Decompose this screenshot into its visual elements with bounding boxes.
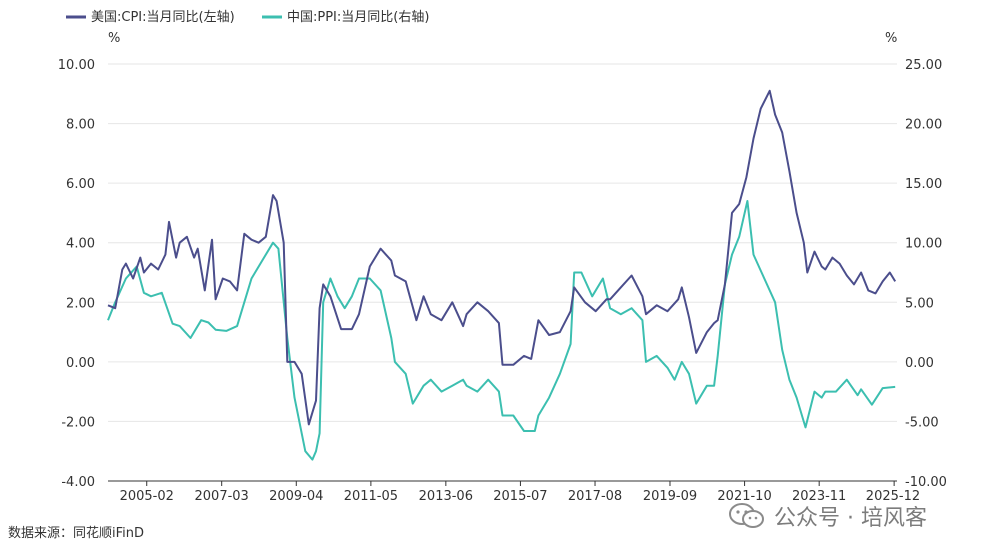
x-tick-label: 2015-07	[493, 489, 547, 504]
legend: 美国:CPI:当月同比(左轴) 中国:PPI:当月同比(右轴)	[66, 10, 429, 25]
left-tick-label: 8.00	[66, 118, 95, 133]
left-tick-label: -4.00	[61, 475, 95, 490]
right-axis-unit: %	[885, 31, 897, 46]
watermark-text: 公众号 · 培风客	[774, 506, 927, 531]
series-line-cn-ppi	[107, 200, 896, 461]
left-tick-label: 0.00	[66, 356, 95, 371]
left-axis-unit: %	[108, 31, 120, 46]
left-tick-label: 2.00	[66, 296, 95, 311]
right-axis-ticks: 25.00 20.00 15.00 10.00 5.00 0.00 -5.00 -10.00	[905, 58, 947, 490]
right-tick-label: 5.00	[905, 296, 934, 311]
right-tick-label: -5.00	[905, 415, 939, 430]
x-tick-label: 2013-06	[419, 489, 473, 504]
series-line-us-cpi	[107, 89, 897, 426]
left-axis-ticks: 10.00 8.00 6.00 4.00 2.00 0.00 -2.00 -4.00	[58, 58, 95, 490]
source-note: 数据来源：同花顺iFinD	[8, 526, 145, 541]
legend-label-us-cpi: 美国:CPI:当月同比(左轴)	[91, 10, 235, 25]
legend-label-cn-ppi: 中国:PPI:当月同比(右轴)	[287, 10, 429, 25]
right-tick-label: 0.00	[905, 356, 934, 371]
x-tick-label: 2005-02	[120, 489, 174, 504]
x-tick-label: 2017-08	[568, 489, 622, 504]
right-tick-label: 10.00	[905, 237, 942, 252]
left-tick-label: 6.00	[66, 177, 95, 192]
right-tick-label: -10.00	[905, 475, 947, 490]
watermark: 公众号 · 培风客	[728, 500, 927, 532]
left-tick-label: 4.00	[66, 237, 95, 252]
x-tick-label: 2021-10	[717, 489, 771, 504]
wechat-icon	[728, 502, 766, 530]
x-tick-label: 2007-03	[195, 489, 249, 504]
x-tick-label: 2023-11	[792, 489, 846, 504]
x-tick-label: 2009-04	[269, 489, 323, 504]
right-tick-label: 25.00	[905, 58, 942, 73]
right-tick-label: 15.00	[905, 177, 942, 192]
right-tick-label: 20.00	[905, 118, 942, 133]
left-tick-label: -2.00	[61, 415, 95, 430]
x-tick-label: 2025-12	[866, 489, 920, 504]
x-axis-ticks: 2005-02 2007-03 2009-04 2011-05 2013-06 2015-…	[120, 481, 920, 504]
x-tick-label: 2011-05	[344, 489, 398, 504]
gridlines	[108, 63, 897, 422]
x-tick-label: 2019-09	[643, 489, 697, 504]
left-tick-label: 10.00	[58, 58, 95, 73]
